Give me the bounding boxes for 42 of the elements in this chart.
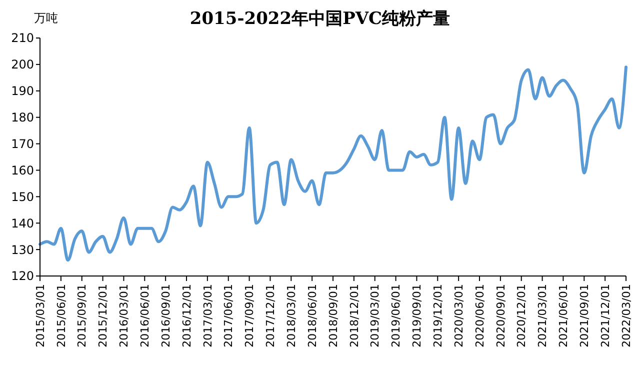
x-tick-label: 2017/12/01 (264, 284, 278, 348)
x-tick-label: 2016/09/01 (159, 284, 172, 348)
chart-title: 2015-2022年中国PVC纯粉产量 (190, 9, 450, 29)
x-tick-label: 2015/03/01 (34, 284, 47, 348)
x-tick-label: 2019/03/01 (368, 284, 382, 348)
x-tick-label: 2019/06/01 (390, 284, 403, 348)
y-tick-label: 190 (11, 84, 34, 98)
y-tick-label: 180 (11, 110, 34, 125)
x-tick-label: 2018/09/01 (326, 284, 340, 348)
x-tick-label: 2019/12/01 (431, 284, 444, 348)
x-tick-label: 2020/12/01 (515, 284, 528, 348)
x-tick-label: 2021/12/01 (598, 284, 612, 348)
x-tick-label: 2022/03/01 (620, 284, 633, 348)
x-tick-label: 2018/03/01 (284, 284, 298, 348)
x-tick-label: 2017/03/01 (201, 284, 214, 348)
x-tick-label: 2020/09/01 (494, 284, 508, 348)
x-tick-label: 2017/09/01 (243, 284, 256, 348)
x-tick-label: 2015/06/01 (54, 284, 68, 348)
x-tick-label: 2016/03/01 (118, 284, 131, 348)
y-tick-label: 200 (11, 58, 34, 72)
y-tick-label: 210 (11, 31, 34, 46)
y-tick-label: 140 (11, 216, 34, 230)
y-tick-label: 160 (11, 163, 34, 178)
x-tick-label: 2015/12/01 (96, 284, 110, 348)
y-tick-label: 170 (11, 136, 34, 151)
x-tick-label: 2017/06/01 (222, 284, 236, 348)
x-tick-label: 2016/12/01 (180, 284, 194, 348)
y-tick-label: 150 (11, 190, 34, 204)
x-tick-label: 2021/03/01 (536, 284, 550, 348)
y-tick-label: 130 (11, 242, 34, 257)
x-tick-label: 2020/06/01 (473, 284, 486, 348)
x-tick-label: 2021/06/01 (557, 284, 570, 348)
y-tick-label: 120 (11, 269, 34, 284)
x-tick-label: 2019/09/01 (410, 284, 424, 348)
x-tick-label: 2016/06/01 (138, 284, 152, 348)
x-tick-label: 2015/09/01 (76, 284, 89, 348)
x-tick-label: 2018/12/01 (348, 284, 361, 348)
y-axis-title: 万吨 (34, 11, 58, 25)
x-tick-label: 2018/06/01 (306, 284, 319, 348)
x-tick-label: 2020/03/01 (452, 284, 466, 348)
x-tick-label: 2021/09/01 (578, 284, 591, 348)
line-series (38, 66, 628, 262)
